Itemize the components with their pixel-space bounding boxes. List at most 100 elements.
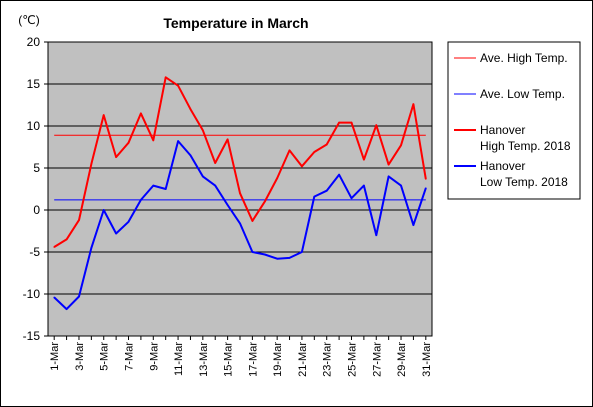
data-point [325, 143, 328, 146]
legend-box [447, 41, 581, 200]
data-point [400, 184, 402, 187]
x-axis: 1-Mar 3-Mar 5-Mar 7-Mar 9-Mar 11-Mar 13-Mar 15-… [49, 336, 433, 377]
data-point [251, 220, 254, 222]
data-point [276, 177, 279, 179]
legend-label: Hanover [480, 159, 525, 173]
data-point [189, 108, 192, 110]
data-point [53, 246, 55, 248]
y-tick-label: 0 [33, 203, 40, 217]
data-point [226, 138, 229, 141]
data-point [251, 251, 254, 253]
data-point [214, 184, 216, 187]
x-tick-label: 19-Mar [272, 342, 284, 377]
data-point [152, 139, 155, 142]
data-point [214, 162, 216, 164]
grid-lines [48, 83, 432, 295]
data-point [350, 121, 353, 124]
data-point [288, 257, 291, 259]
y-tick-label: 15 [27, 77, 41, 91]
x-tick-label: 3-Mar [74, 342, 86, 371]
data-point [425, 178, 427, 180]
data-point [102, 209, 105, 211]
data-point [350, 197, 353, 199]
data-point [202, 175, 204, 178]
legend-label: Ave. High Temp. [480, 51, 568, 65]
x-tick-label: 17-Mar [247, 342, 259, 377]
data-point [152, 184, 155, 187]
data-point [412, 224, 415, 226]
data-point [78, 295, 80, 298]
data-point [338, 121, 340, 124]
data-point [375, 124, 378, 126]
x-tick-label: 27-Mar [371, 342, 383, 377]
data-point [400, 144, 402, 147]
data-point [177, 84, 179, 87]
data-point [375, 234, 378, 236]
data-point [115, 232, 117, 235]
chart-title: Temperature in March [163, 15, 308, 31]
legend-label: Hanover [480, 123, 525, 137]
data-point [325, 189, 328, 192]
data-point [239, 192, 241, 194]
y-tick-label: -5 [29, 245, 40, 259]
data-point [202, 129, 204, 131]
data-point [127, 142, 130, 144]
x-tick-label: 15-Mar [223, 342, 235, 377]
y-axis: 20 15 10 5 0 -5 -10 -15 [23, 35, 48, 343]
legend-label: Ave. Low Temp. [480, 87, 565, 101]
y-unit-label: (℃) [18, 13, 39, 27]
x-tick-label: 9-Mar [148, 342, 160, 371]
data-point [301, 165, 303, 168]
data-point [338, 173, 340, 176]
data-point [189, 154, 192, 157]
legend-label: Low Temp. 2018 [480, 175, 568, 189]
x-tick-label: 1-Mar [49, 342, 61, 371]
x-tick-label: 7-Mar [124, 342, 136, 371]
data-point [102, 114, 105, 116]
x-tick-label: 21-Mar [297, 342, 309, 377]
data-point [363, 158, 365, 161]
data-point [164, 188, 167, 190]
data-point [78, 219, 80, 221]
x-tick-label: 11-Mar [173, 342, 185, 376]
data-point [387, 163, 390, 166]
data-point [264, 200, 266, 203]
data-point [140, 112, 142, 115]
data-point [90, 163, 93, 165]
data-point [313, 195, 316, 198]
data-point [90, 247, 93, 249]
data-point [264, 253, 266, 256]
x-tick-label: 23-Mar [322, 342, 334, 377]
y-tick-label: 10 [27, 119, 41, 133]
data-point [164, 76, 167, 79]
data-point [140, 199, 142, 201]
legend-label: High Temp. 2018 [480, 139, 571, 153]
data-point [363, 184, 365, 187]
data-point [226, 204, 229, 206]
series-layer [53, 76, 427, 311]
legend: Ave. High Temp. Ave. Low Temp. Hanover High… [447, 41, 581, 200]
data-point [65, 238, 68, 241]
x-tick-label: 31-Mar [421, 342, 433, 377]
x-tick-label: 5-Mar [99, 342, 111, 371]
data-point [387, 175, 390, 178]
data-point [425, 187, 427, 189]
data-point [53, 296, 55, 299]
y-tick-label: 20 [27, 35, 41, 49]
y-tick-label: -10 [23, 287, 41, 301]
y-tick-label: 5 [33, 161, 40, 175]
data-point [276, 257, 279, 260]
data-point [239, 222, 241, 225]
x-tick-label: 13-Mar [198, 342, 210, 377]
y-tick-label: -15 [23, 329, 41, 343]
data-point [65, 308, 68, 310]
data-point [301, 251, 303, 253]
data-point [313, 151, 316, 153]
data-point [412, 103, 415, 105]
data-point [177, 140, 179, 142]
data-point [288, 149, 291, 152]
x-tick-label: 29-Mar [396, 342, 408, 377]
data-point [115, 156, 117, 158]
data-point [127, 221, 130, 223]
